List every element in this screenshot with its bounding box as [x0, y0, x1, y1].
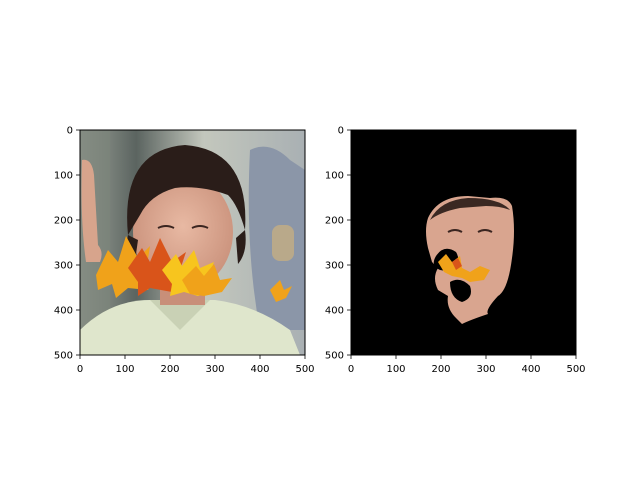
x-tick-label: 400: [521, 364, 540, 375]
photo-image: [80, 130, 305, 355]
x-tick-label: 500: [295, 364, 314, 375]
x-tick-label: 400: [250, 364, 269, 375]
leaf-decoration-cluster: [96, 236, 292, 302]
y-tick-label: 300: [325, 261, 344, 272]
right-axes-frame: [350, 129, 577, 356]
y-tick-label: 500: [54, 351, 73, 362]
y-tick-label: 0: [338, 126, 344, 137]
x-tick-label: 300: [476, 364, 495, 375]
y-tick-label: 300: [54, 261, 73, 272]
x-tick-label: 300: [205, 364, 224, 375]
y-tick-label: 200: [54, 216, 73, 227]
y-tick-label: 200: [325, 216, 344, 227]
x-tick-label: 100: [386, 364, 405, 375]
left-x-axis: 0 100 200 300 400 500: [77, 355, 315, 375]
x-tick-label: 500: [566, 364, 585, 375]
photo-panel: 0 100 200 300 400 500 0 100 200 300 400 500: [54, 126, 315, 376]
x-tick-label: 0: [77, 364, 83, 375]
x-tick-label: 200: [160, 364, 179, 375]
left-axes-frame: [79, 129, 306, 356]
y-tick-label: 400: [54, 306, 73, 317]
y-tick-label: 0: [67, 126, 73, 137]
left-y-axis: 0 100 200 300 400 500: [54, 126, 80, 362]
x-tick-label: 0: [348, 364, 354, 375]
y-tick-label: 100: [325, 171, 344, 182]
y-tick-label: 100: [54, 171, 73, 182]
right-y-axis: 0 100 200 300 400 500: [325, 126, 351, 362]
right-x-axis: 0 100 200 300 400 500: [348, 355, 586, 375]
mask-panel: 0 100 200 300 400 500 0 100 200 300 400 500: [325, 126, 586, 376]
x-tick-label: 200: [431, 364, 450, 375]
mask-image: [351, 130, 576, 355]
y-tick-label: 400: [325, 306, 344, 317]
y-tick-label: 500: [325, 351, 344, 362]
x-tick-label: 100: [115, 364, 134, 375]
